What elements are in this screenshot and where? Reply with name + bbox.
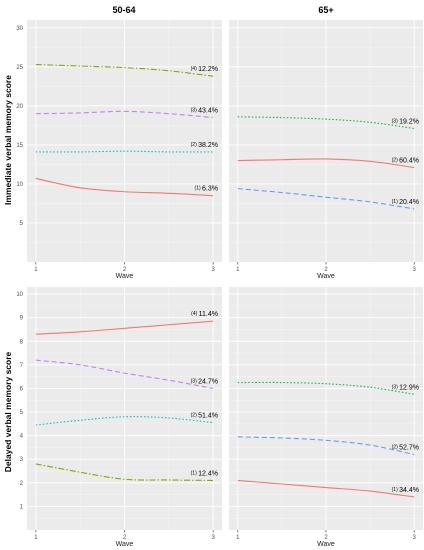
y-tick-label: 8: [20, 339, 24, 345]
x-tick-label: 3: [211, 535, 215, 541]
series-line: [237, 188, 415, 210]
x-axis-title: Wave: [317, 273, 335, 280]
series-line: [237, 479, 415, 498]
panel-delayed-65plus: 1 2 3 Wave (3) 12.9% (2) 52.7% (1) 34.4%: [229, 287, 423, 548]
series-label: (1) 6.3%: [195, 186, 218, 193]
series-label: (4) 11.4%: [191, 311, 218, 318]
y-axis-label-immediate: Immediate verbal memory score: [3, 75, 13, 205]
x-tick-label: 3: [413, 535, 417, 541]
y-tick-label: 9: [20, 316, 24, 322]
x-tick-label: 1: [236, 535, 240, 541]
x-tick-label: 1: [34, 535, 38, 541]
series-line: [237, 158, 415, 169]
x-tick-label: 3: [413, 267, 417, 273]
column-header-65plus: 65+: [318, 5, 333, 15]
series-label: (1) 20.4%: [392, 199, 419, 206]
y-tick-label: 6: [20, 386, 24, 392]
x-axis-title: Wave: [116, 273, 134, 280]
x-tick-label: 2: [123, 267, 127, 273]
series-line: [237, 116, 415, 130]
y-tick-label: 4: [20, 434, 24, 440]
series-line: [35, 110, 214, 119]
series-label: (2) 51.4%: [191, 413, 218, 420]
x-tick-label: 1: [236, 267, 240, 273]
y-tick-label: 25: [16, 65, 23, 71]
y-tick-label: 30: [16, 26, 23, 32]
y-tick-label: 7: [20, 363, 24, 369]
series-label: (2) 60.4%: [392, 158, 419, 165]
x-tick-label: 2: [324, 535, 328, 541]
y-tick-label: 1: [20, 504, 24, 510]
column-header-50-64: 50-64: [112, 5, 135, 15]
y-tick-label: 10: [16, 182, 23, 188]
panel-immediate-50-64: 5 10 15 20 25 30 1 2 3 Wave (1) 6.3% (2) 38.2% (3) 4…: [16, 20, 222, 280]
series-label: (3) 43.4%: [191, 108, 218, 115]
x-tick-label: 2: [324, 267, 328, 273]
y-tick-label: 3: [20, 457, 24, 463]
series-label: (2) 38.2%: [191, 142, 218, 149]
series-line: [35, 150, 214, 153]
series-label: (1) 12.4%: [191, 470, 218, 477]
series-line: [35, 416, 214, 426]
series-line: [35, 177, 214, 197]
x-tick-label: 3: [211, 267, 215, 273]
y-tick-label: 10: [16, 292, 23, 298]
y-tick-label: 20: [16, 104, 23, 110]
series-line: [35, 359, 214, 389]
y-tick-label: 5: [20, 221, 24, 227]
series-line: [35, 320, 214, 335]
series-label: (4) 12.2%: [191, 66, 218, 73]
series-line: [237, 381, 415, 395]
series-label: (3) 19.2%: [392, 119, 419, 126]
series-label: (2) 52.7%: [392, 445, 419, 452]
series-label: (3) 12.9%: [392, 384, 419, 391]
panel-immediate-65plus: 1 2 3 Wave (2) 60.4% (1) 20.4% (3) 19.2%: [229, 20, 423, 280]
x-axis-title: Wave: [317, 541, 335, 548]
y-axis-label-delayed: Delayed verbal memory score: [3, 351, 13, 472]
x-axis-title: Wave: [116, 541, 134, 548]
x-tick-label: 1: [34, 267, 38, 273]
y-tick-label: 5: [20, 410, 24, 416]
series-line: [237, 436, 415, 456]
y-tick-label: 2: [20, 481, 24, 487]
series-line: [35, 463, 214, 482]
series-label: (3) 24.7%: [191, 378, 218, 385]
y-tick-label: 15: [16, 143, 23, 149]
x-tick-label: 2: [123, 535, 127, 541]
series-line: [35, 63, 214, 77]
panel-delayed-50-64: 1 2 3 4 5 6 7 8 9 10 1 2 3 Wave (4) 11.4% (3) 24.7% (2) …: [16, 287, 222, 548]
series-label: (1) 34.4%: [392, 487, 419, 494]
